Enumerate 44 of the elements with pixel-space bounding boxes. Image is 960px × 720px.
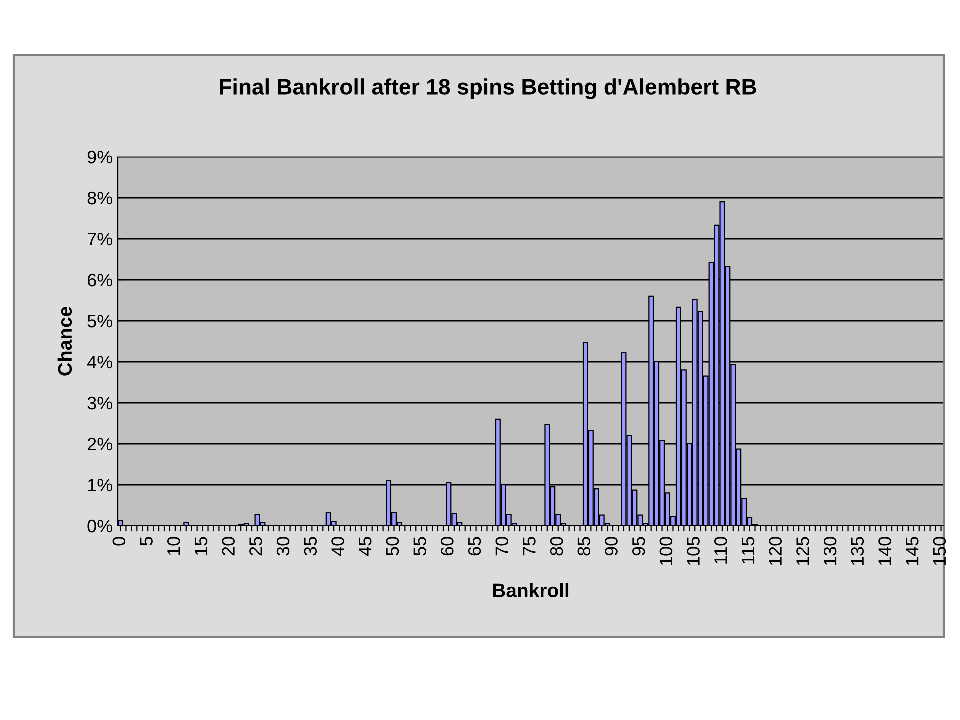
x-tick-label: 70 [496,537,508,556]
x-tick-label: 0 [112,537,126,546]
y-tick-label: 3% [88,396,112,410]
x-tick-label: 65 [468,537,482,556]
x-tick-label: 130 [824,537,837,566]
y-tick-label: 4% [87,356,112,369]
x-tick-label: 45 [359,537,372,556]
x-tick-label: 50 [386,537,400,556]
y-axis-title: Chance [58,307,72,376]
x-tick-label: 25 [250,537,262,556]
x-tick-label: 135 [851,537,864,566]
x-tick-label: 30 [276,537,290,556]
x-tick-label: 115 [742,537,755,564]
x-tick-label: 55 [414,537,426,556]
y-tick-label: 1% [88,479,112,492]
x-tick-label: 105 [687,537,700,566]
x-tick-label: 80 [550,537,564,556]
x-tick-label: 10 [168,537,180,556]
x-tick-label: 40 [332,537,344,556]
y-tick-label: 0% [88,520,112,533]
x-tick-label: 85 [578,537,591,556]
y-tick-label: 9% [88,150,112,164]
y-tick-label: 8% [88,192,112,205]
x-tick-label: 5 [140,537,153,546]
x-tick-label: 20 [222,537,235,556]
x-tick-label: 110 [714,537,728,564]
x-tick-label: 145 [906,537,919,566]
x-tick-label: 125 [796,537,810,566]
y-tick-label: 5% [88,315,112,328]
y-tick-label: 7% [88,233,112,246]
x-tick-label: 60 [441,537,454,556]
x-tick-label: 150 [933,537,946,566]
x-tick-label: 100 [660,537,673,566]
chart-title: Final Bankroll after 18 spins Betting d'Alembert RB [220,78,756,100]
x-tick-label: 15 [195,537,208,556]
x-tick-label: 75 [523,537,536,556]
y-tick-label: 6% [88,274,112,287]
x-tick-label: 90 [605,537,618,556]
x-tick-label: 140 [878,537,892,566]
y-tick-label: 2% [88,438,112,451]
x-tick-label: 95 [632,537,646,556]
x-tick-label: 120 [769,537,782,566]
x-tick-label: 35 [304,537,318,556]
x-axis-title: Bankroll [493,583,569,598]
